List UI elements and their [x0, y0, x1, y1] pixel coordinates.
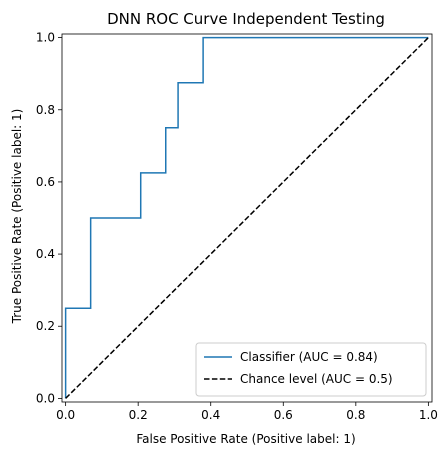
- x-tick-label: 0.8: [346, 408, 365, 422]
- plot-area: 0.0 0.2 0.4 0.6 0.8 1.0 0.0 0.2 0.4 0.6 0.8 1.0: [36, 31, 438, 422]
- legend-entry: Chance level (AUC = 0.5): [240, 372, 393, 386]
- axes-frame: [61, 33, 433, 403]
- x-tick-label: 0.6: [274, 408, 293, 422]
- x-tick-label: 0.0: [56, 408, 75, 422]
- legend-box: [195, 342, 427, 397]
- legend-entry: Classifier (AUC = 0.84): [240, 350, 378, 364]
- y-tick-label: 0.0: [36, 391, 55, 405]
- x-tick-label: 1.0: [419, 408, 438, 422]
- y-axis-label: True Positive Rate (Positive label: 1): [10, 109, 24, 325]
- x-tick-label: 0.4: [201, 408, 220, 422]
- roc-curve-line: [64, 36, 429, 399]
- y-tick-label: 0.2: [36, 319, 55, 333]
- y-tick-label: 0.4: [36, 247, 55, 261]
- y-tick-label: 0.6: [36, 175, 55, 189]
- legend: Classifier (AUC = 0.84) Chance level (AUC…: [195, 342, 427, 397]
- x-tick-label: 0.2: [129, 408, 148, 422]
- chart-title: DNN ROC Curve Independent Testing: [107, 10, 385, 28]
- x-axis-label: False Positive Rate (Positive label: 1): [136, 432, 355, 446]
- y-tick-label: 1.0: [36, 31, 55, 45]
- y-tick-label: 0.8: [36, 103, 55, 117]
- chance-level-line: [65, 37, 429, 399]
